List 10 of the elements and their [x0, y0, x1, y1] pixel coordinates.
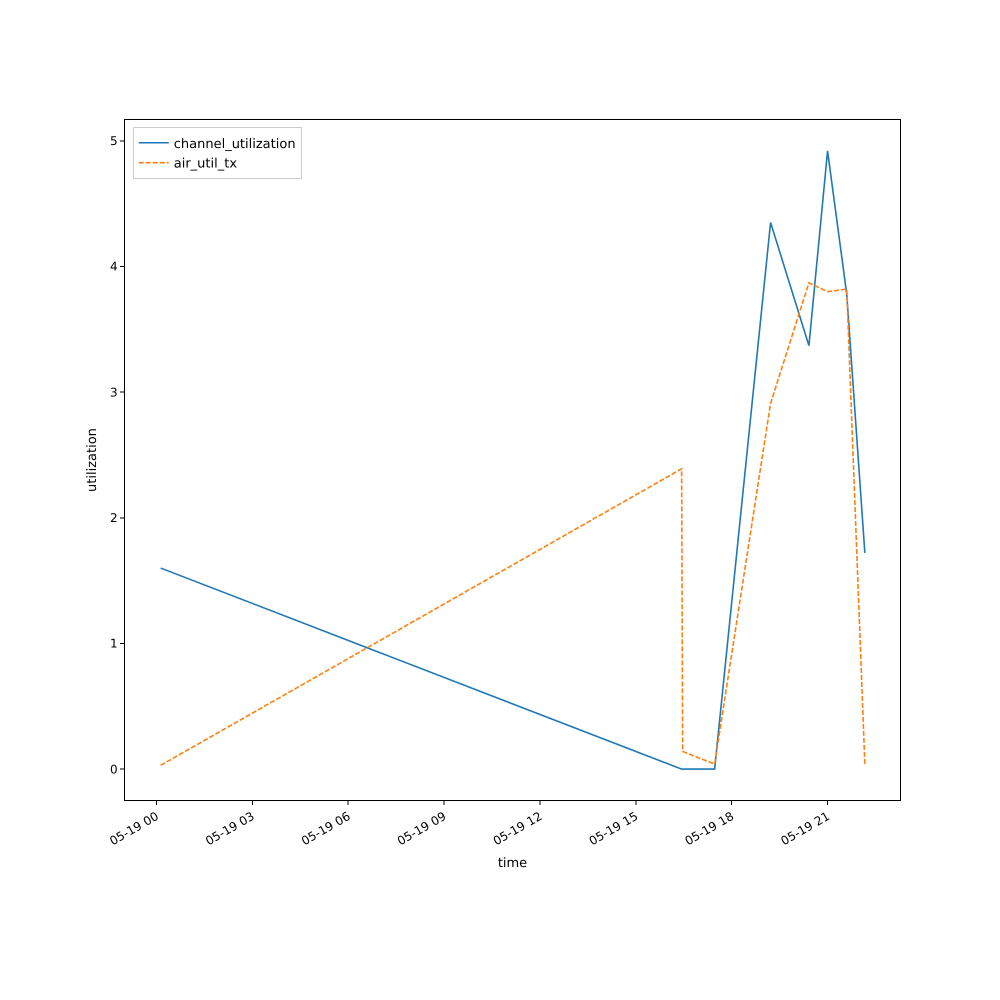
y-tick-label: 0	[110, 762, 118, 776]
y-tick-label: 2	[110, 511, 118, 525]
y-tick-label: 1	[110, 636, 118, 651]
y-tick-label: 5	[110, 134, 118, 148]
y-axis-title: utilization	[84, 428, 100, 492]
y-tick-label: 4	[110, 260, 118, 274]
legend-label: air_util_tx	[174, 156, 238, 172]
x-axis-title: time	[498, 856, 528, 871]
legend-label: channel_utilization	[174, 136, 296, 152]
y-tick-label: 3	[110, 385, 118, 400]
